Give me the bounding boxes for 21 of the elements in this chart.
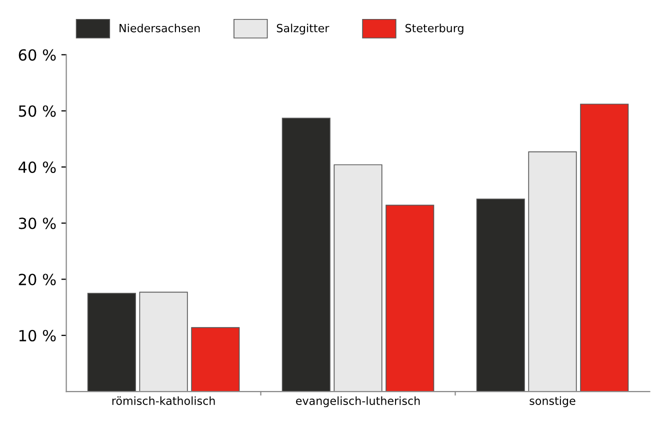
y-tick-label: 40 %	[18, 161, 56, 174]
bar	[476, 198, 525, 392]
bar	[139, 292, 188, 392]
bar	[282, 118, 330, 392]
y-tick-label: 60 %	[18, 49, 56, 61]
legend-label: Steterburg	[406, 24, 464, 34]
y-tick-label: 20 %	[18, 274, 56, 286]
bar	[87, 292, 136, 392]
y-tick-label: 50 %	[18, 105, 56, 117]
x-tick-label: römisch-katholisch	[112, 396, 215, 405]
bar	[580, 104, 629, 392]
bar	[334, 164, 382, 392]
y-tick-label: 10 %	[19, 330, 56, 342]
y-tick-label: 30 %	[18, 218, 56, 230]
bar	[528, 151, 577, 392]
bar	[386, 204, 434, 392]
legend-label: Niedersachsen	[120, 24, 200, 32]
x-tick-label: evangelisch-lutherisch	[296, 396, 420, 408]
legend-label: Salzgitter	[276, 24, 330, 34]
bar	[191, 327, 240, 392]
x-tick-label: sonstige	[530, 396, 576, 408]
